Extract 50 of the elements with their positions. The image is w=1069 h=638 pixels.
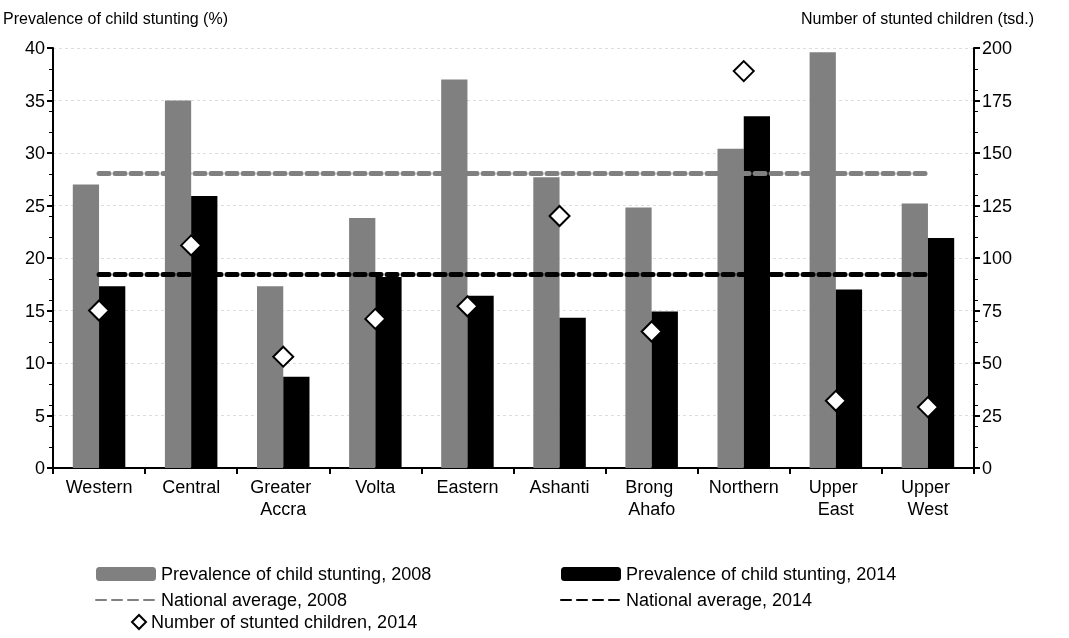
x-tick-label: Western bbox=[65, 477, 133, 497]
y2-axis-title: Number of stunted children (tsd.) bbox=[801, 9, 1034, 27]
bar bbox=[625, 207, 652, 468]
point bbox=[824, 389, 847, 412]
x-tick-label: Brong Ahafo bbox=[625, 477, 679, 519]
x-tick-label: Greater Accra bbox=[250, 477, 317, 519]
point bbox=[548, 205, 571, 227]
x-tick-label: Volta bbox=[355, 477, 397, 497]
y-tick-label: 40 bbox=[24, 38, 45, 58]
legend-label: National average, 2008 bbox=[161, 590, 348, 610]
point bbox=[640, 320, 663, 343]
x-tick-label: Central bbox=[162, 477, 221, 497]
point bbox=[732, 60, 755, 83]
y2-tick-label: 50 bbox=[982, 353, 1003, 373]
y-tick-label: 10 bbox=[24, 353, 45, 373]
point bbox=[180, 234, 203, 257]
x-tick-label: Ashanti bbox=[529, 477, 590, 497]
point bbox=[364, 307, 387, 330]
x-tick-label: Upper East bbox=[808, 477, 863, 519]
legend-label: National average, 2014 bbox=[626, 590, 813, 610]
y2-tick-label: 175 bbox=[982, 90, 1013, 111]
y2-tick-label: 25 bbox=[982, 405, 1003, 426]
point bbox=[916, 396, 939, 419]
bar bbox=[901, 203, 928, 468]
y-tick-label: 20 bbox=[24, 248, 45, 268]
y2-tick-label: 200 bbox=[982, 38, 1013, 58]
point bbox=[88, 299, 111, 322]
y-tick-label: 15 bbox=[24, 300, 45, 321]
point bbox=[456, 295, 479, 318]
bar bbox=[257, 286, 284, 468]
bar bbox=[349, 218, 376, 468]
bar bbox=[72, 184, 100, 468]
point bbox=[272, 345, 295, 368]
y-tick-label: 5 bbox=[34, 405, 45, 426]
legend-label: Number of stunted children, 2014 bbox=[151, 612, 418, 632]
y2-tick-label: 100 bbox=[982, 248, 1013, 268]
x-tick-label: Northern bbox=[708, 477, 779, 497]
y-tick-label: 25 bbox=[24, 195, 45, 216]
y-tick-label: 35 bbox=[24, 90, 45, 111]
y-tick-label: 0 bbox=[34, 458, 45, 478]
y2-tick-label: 125 bbox=[982, 195, 1013, 216]
y2-tick-label: 75 bbox=[982, 300, 1003, 321]
legend-label: Prevalence of child stunting, 2014 bbox=[626, 564, 897, 584]
x-tick-label: Upper West bbox=[900, 477, 955, 519]
y2-tick-label: 150 bbox=[982, 143, 1013, 163]
x-tick-label: Eastern bbox=[436, 477, 499, 497]
legend-label: Prevalence of child stunting, 2008 bbox=[161, 564, 432, 584]
y-tick-label: 30 bbox=[24, 143, 45, 163]
y2-tick-label: 0 bbox=[982, 458, 993, 478]
y-axis-title: Prevalence of child stunting (%) bbox=[3, 9, 228, 27]
